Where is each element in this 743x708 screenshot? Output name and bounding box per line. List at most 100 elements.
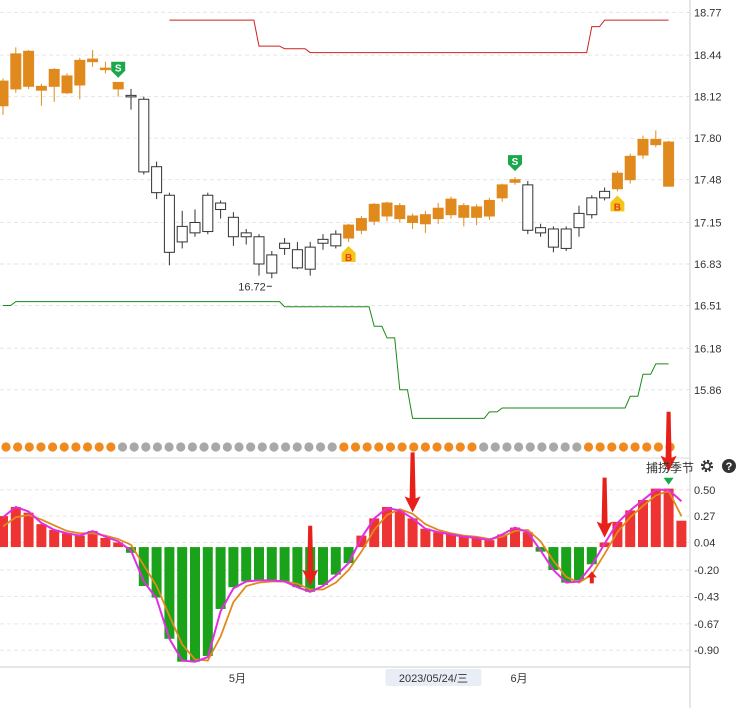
- price-grid: [0, 11, 690, 391]
- candle-body: [368, 203, 380, 222]
- candle: [215, 200, 227, 219]
- candle: [23, 49, 35, 89]
- oscillator-fast-line: [2, 488, 683, 663]
- oscillator-bar: [100, 537, 111, 548]
- red-down-arrow: [660, 411, 677, 472]
- candle: [547, 226, 559, 253]
- candle: [189, 209, 201, 237]
- red-down-arrow: [404, 452, 421, 513]
- candle: [522, 180, 534, 235]
- candle: [240, 228, 252, 245]
- candle-body: [381, 202, 393, 217]
- candle: [48, 68, 60, 102]
- candle: [266, 251, 278, 279]
- oscillator-bar: [369, 518, 380, 548]
- oscillator-bar: [228, 547, 239, 588]
- oscillator-bar: [202, 547, 213, 656]
- candle: [163, 192, 175, 266]
- buy-signal-marker: B: [341, 245, 356, 264]
- oscillator-bar: [612, 521, 623, 548]
- signal-dot: [537, 442, 547, 452]
- candle-body: [343, 224, 355, 239]
- candle: [535, 223, 547, 237]
- oscillator-bar: [266, 547, 277, 581]
- candle-body: [535, 227, 547, 234]
- candle: [138, 96, 150, 175]
- candle-body: [624, 155, 636, 181]
- low-price-label: 16.72: [238, 281, 266, 293]
- candle-body: [419, 214, 431, 225]
- signal-dot: [618, 442, 629, 452]
- candle-body: [125, 94, 137, 98]
- price-tick-label: 16.18: [694, 343, 722, 355]
- candle: [637, 135, 649, 159]
- price-tick-label: 17.80: [694, 133, 722, 145]
- price-tick-label: 15.86: [694, 385, 722, 397]
- candle-body: [663, 141, 675, 187]
- oscillator-bar: [548, 547, 559, 570]
- oscillator-bar: [446, 534, 456, 548]
- candle: [61, 73, 73, 95]
- candle-body: [560, 228, 572, 249]
- candle: [611, 170, 623, 192]
- signal-dot: [607, 442, 617, 452]
- oscillator-arrows: [302, 411, 677, 586]
- candle: [432, 203, 444, 224]
- question-icon: ?: [722, 459, 736, 473]
- signal-dot: [246, 442, 256, 452]
- buy-signal-marker: B: [610, 195, 625, 213]
- candle-body: [471, 206, 483, 218]
- oscillator-tick-label: -0.67: [694, 619, 719, 631]
- candle: [343, 223, 355, 242]
- candle: [304, 241, 316, 276]
- oscillator-tick-label: -0.90: [694, 645, 719, 657]
- candle-body: [483, 199, 495, 217]
- candle-body: [48, 68, 60, 87]
- oscillator-bar: [318, 547, 328, 585]
- price-tick-label: 16.83: [694, 259, 722, 271]
- candle: [99, 61, 111, 74]
- time-axis-label: 5月: [229, 673, 246, 685]
- signal-dot: [642, 442, 652, 452]
- candle-body: [189, 221, 201, 234]
- candle: [458, 203, 470, 227]
- signal-dot: [595, 442, 605, 452]
- candle-body: [522, 184, 534, 231]
- candle-body: [240, 232, 252, 238]
- indicator-name[interactable]: 捕捞季节: [646, 461, 695, 475]
- candle-body: [87, 58, 99, 63]
- signal-dot: [59, 442, 69, 452]
- candle: [419, 210, 431, 233]
- candle-body: [586, 197, 598, 216]
- candle-body: [10, 53, 22, 90]
- indicator-settings-button[interactable]: [699, 458, 715, 474]
- oscillator-bar: [254, 547, 264, 581]
- candle-body: [0, 80, 9, 107]
- oscillator-bar: [407, 518, 418, 548]
- candle: [471, 204, 483, 226]
- oscillator-axis: 0.50 0.27 0.04 -0.20 -0.43 -0.67 -0.90: [694, 485, 719, 657]
- candle: [381, 201, 393, 222]
- indicator-help-button[interactable]: ?: [721, 458, 737, 474]
- signal-dot: [1, 442, 11, 452]
- oscillator-bar: [433, 532, 444, 548]
- oscillator-bar: [151, 547, 162, 598]
- oscillator-bar: [420, 528, 431, 548]
- signal-dot: [467, 442, 477, 452]
- signal-dot: [630, 442, 640, 452]
- oscillator-bar: [190, 547, 200, 662]
- oscillator-bar: [330, 547, 341, 575]
- oscillator-bar: [561, 547, 572, 583]
- oscillator-tick-label: 0.27: [694, 511, 715, 523]
- candle: [125, 88, 137, 110]
- candle-body: [253, 236, 265, 265]
- candle-body: [496, 184, 508, 199]
- candle: [0, 78, 9, 115]
- green-down-marker: [663, 477, 674, 485]
- sell-signal-marker: S: [508, 155, 522, 172]
- candle: [253, 234, 265, 276]
- candle-body: [215, 202, 227, 211]
- candle-body: [458, 205, 470, 218]
- price-tick-label: 16.51: [694, 300, 722, 312]
